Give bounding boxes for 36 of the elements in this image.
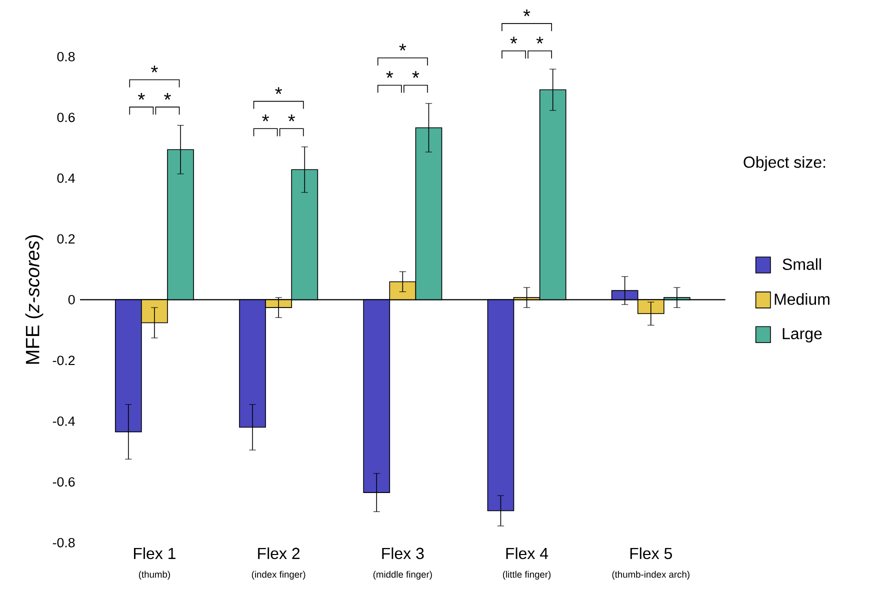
annotation: * bbox=[412, 71, 420, 78]
legend-label: Small bbox=[782, 258, 821, 270]
y-tick-label: 0 bbox=[68, 294, 75, 304]
text: (thumb-index arch) bbox=[612, 570, 690, 580]
y-axis-title: MFE (z-scores) bbox=[25, 235, 44, 364]
annotation: * bbox=[138, 92, 145, 100]
y-tick-label: -0.6 bbox=[52, 477, 75, 487]
y-tick-label: 0.2 bbox=[57, 234, 75, 244]
text: (middle finger) bbox=[373, 570, 432, 580]
annotation: * bbox=[164, 92, 171, 100]
x-tick-label: Flex 2 bbox=[258, 547, 300, 560]
legend-label: Medium bbox=[774, 293, 830, 305]
x-tick-label: Flex 4 bbox=[506, 547, 548, 560]
x-tick-label: Flex 3 bbox=[382, 547, 424, 560]
annotation: * bbox=[262, 114, 269, 122]
y-tick-label: 0.8 bbox=[57, 52, 75, 62]
legend-label: Large bbox=[782, 328, 822, 342]
y-tick-label: -0.8 bbox=[52, 538, 75, 548]
x-tick-label: Flex 5 bbox=[630, 547, 672, 560]
text: * bbox=[536, 36, 544, 44]
annotation: * bbox=[288, 114, 296, 122]
text: * bbox=[510, 36, 518, 44]
x-tick-label: Flex 1 bbox=[134, 547, 176, 560]
text: (little finger) bbox=[502, 570, 551, 580]
text: (index finger) bbox=[252, 570, 306, 580]
y-tick-label: -0.2 bbox=[52, 356, 75, 366]
annotation: * bbox=[151, 66, 158, 72]
annotation: * bbox=[275, 87, 282, 94]
legend-title: Object size: bbox=[744, 156, 826, 172]
text: (thumb) bbox=[138, 570, 170, 580]
y-tick-label: 0.6 bbox=[57, 112, 75, 122]
text: * bbox=[523, 9, 530, 16]
text: * bbox=[399, 44, 406, 51]
annotation: * bbox=[386, 71, 394, 78]
y-tick-label: -0.4 bbox=[52, 416, 75, 426]
y-tick-label: 0.4 bbox=[57, 173, 75, 183]
